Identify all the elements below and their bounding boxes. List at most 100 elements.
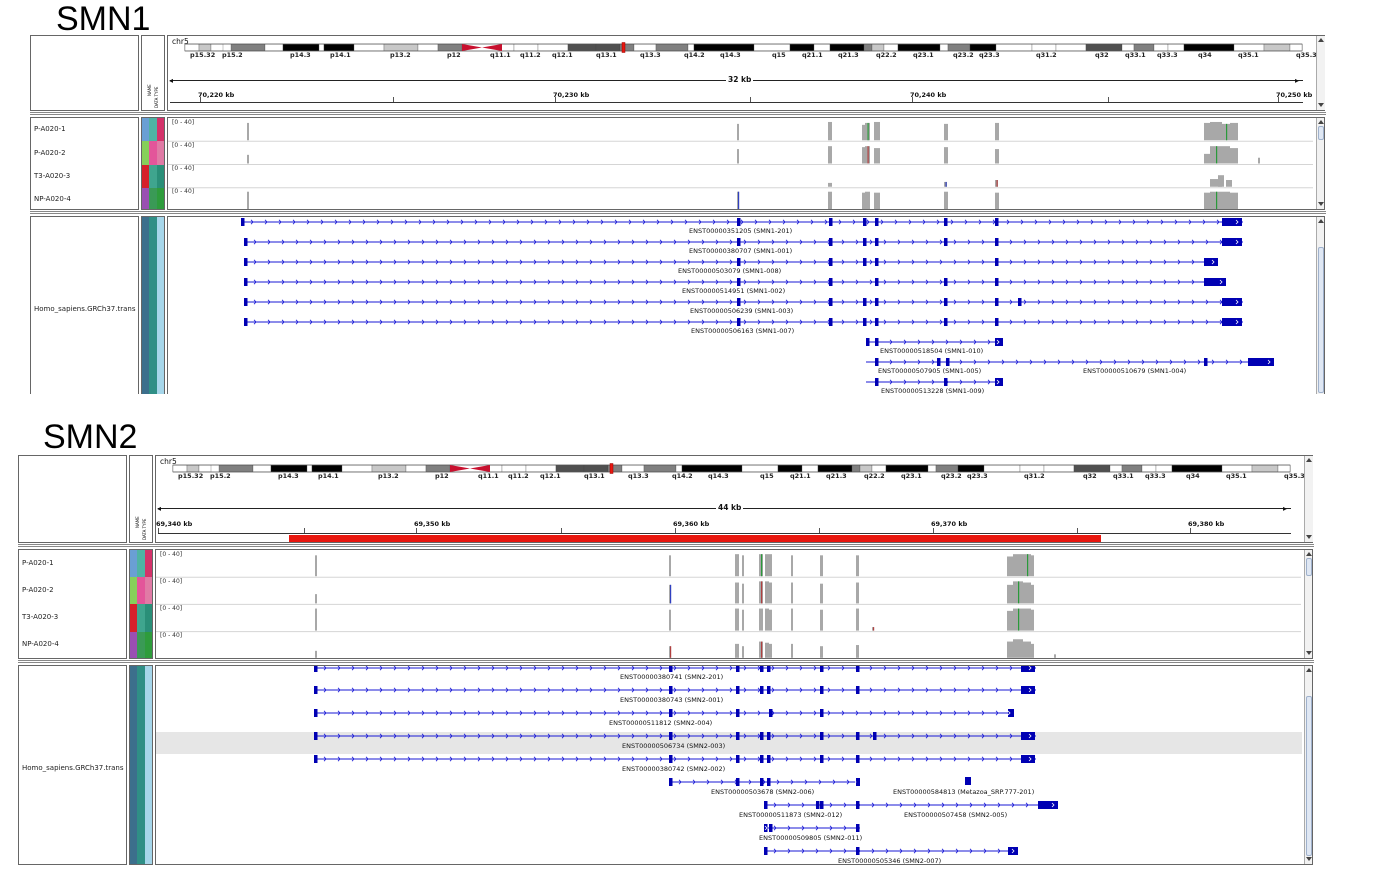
panel-divider[interactable] bbox=[30, 114, 1326, 115]
sample-name[interactable]: P-A020-1 bbox=[34, 125, 66, 133]
transcript-label[interactable]: ENST00000507458 (SMN2-005) bbox=[904, 811, 1008, 819]
attr-header-datatype[interactable]: DATA TYPE bbox=[142, 518, 147, 540]
panel-divider[interactable] bbox=[30, 112, 1326, 113]
attribute-cell[interactable] bbox=[142, 164, 149, 188]
sample-name[interactable]: T3-A020-3 bbox=[34, 172, 71, 180]
transcript-label[interactable]: ENST00000507905 (SMN1-005) bbox=[878, 367, 982, 375]
scroll-thumb[interactable] bbox=[1318, 126, 1324, 140]
annotation-track-name[interactable]: Homo_sapiens.GRCh37.trans bbox=[34, 305, 136, 313]
attribute-cell[interactable] bbox=[130, 604, 137, 632]
transcript-label[interactable]: ENST00000509805 (SMN2-011) bbox=[759, 834, 863, 842]
transcript-label[interactable]: ENST00000505346 (SMN2-007) bbox=[838, 857, 942, 865]
coverage-tracks[interactable] bbox=[156, 550, 1301, 659]
transcript-label[interactable]: ENST00000351205 (SMN1-201) bbox=[689, 227, 793, 235]
feature-scrollbar[interactable] bbox=[1316, 217, 1324, 394]
transcript-label[interactable]: ENST00000506734 (SMN2-003) bbox=[622, 742, 726, 750]
scroll-up-icon[interactable] bbox=[1306, 668, 1312, 672]
attribute-cell[interactable] bbox=[142, 217, 149, 394]
attribute-cell[interactable] bbox=[145, 631, 152, 658]
attribute-cell[interactable] bbox=[130, 550, 137, 578]
attribute-cell[interactable] bbox=[137, 550, 145, 578]
sample-name[interactable]: P-A020-2 bbox=[22, 586, 54, 594]
attr-header-name[interactable]: NAME bbox=[135, 516, 140, 528]
transcript-label[interactable]: ENST00000380707 (SMN1-001) bbox=[689, 247, 793, 255]
feature-track-panel[interactable]: ENST00000380741 (SMN2-201) ENST0000038074… bbox=[155, 665, 1313, 865]
attribute-cell[interactable] bbox=[142, 187, 149, 209]
transcript-label[interactable]: ENST00000584813 (Metazoa_SRP.777-201) bbox=[893, 788, 1035, 796]
scroll-down-icon[interactable] bbox=[1306, 535, 1312, 539]
sample-name[interactable]: P-A020-1 bbox=[22, 559, 54, 567]
attribute-cell[interactable] bbox=[130, 666, 137, 864]
panel-divider[interactable] bbox=[18, 662, 1314, 663]
scroll-up-icon[interactable] bbox=[1318, 38, 1324, 42]
feature-scrollbar[interactable] bbox=[1304, 666, 1312, 864]
attribute-cell[interactable] bbox=[145, 577, 152, 605]
transcript-label[interactable]: ENST00000506239 (SMN1-003) bbox=[690, 307, 794, 315]
transcript-label[interactable]: ENST00000513228 (SMN1-009) bbox=[881, 387, 985, 394]
transcript-label[interactable]: ENST00000380742 (SMN2-002) bbox=[622, 765, 726, 773]
panel-divider[interactable] bbox=[18, 546, 1314, 547]
attribute-cell[interactable] bbox=[145, 550, 152, 578]
transcript-label[interactable]: ENST00000503079 (SMN1-008) bbox=[678, 267, 782, 275]
region-of-interest-bar[interactable] bbox=[289, 535, 1101, 542]
sample-name[interactable]: NP-A020-4 bbox=[34, 195, 71, 203]
panel-divider[interactable] bbox=[30, 211, 1326, 212]
scroll-thumb[interactable] bbox=[1318, 247, 1324, 393]
attr-header-name[interactable]: NAME bbox=[147, 84, 152, 96]
transcript-label[interactable]: ENST00000503678 (SMN2-006) bbox=[711, 788, 815, 796]
attribute-cell[interactable] bbox=[157, 164, 164, 188]
attribute-cell[interactable] bbox=[149, 187, 157, 209]
attribute-cell[interactable] bbox=[130, 631, 137, 658]
attribute-cell[interactable] bbox=[149, 141, 157, 165]
scroll-down-icon[interactable] bbox=[1318, 103, 1324, 107]
attribute-cell[interactable] bbox=[149, 118, 157, 142]
transcript-label[interactable]: ENST00000518504 (SMN1-010) bbox=[880, 347, 984, 355]
attribute-cell[interactable] bbox=[142, 118, 149, 142]
attribute-cell[interactable] bbox=[137, 604, 145, 632]
attribute-cell[interactable] bbox=[157, 141, 164, 165]
attr-header-datatype[interactable]: DATA TYPE bbox=[154, 86, 159, 108]
chromosome-ideogram[interactable] bbox=[158, 463, 1293, 477]
scroll-thumb[interactable] bbox=[1306, 558, 1312, 576]
coverage-data-panel[interactable]: [0 - 40] [0 - 40] [0 - 40] [0 - 40] bbox=[167, 117, 1325, 210]
header-scrollbar[interactable] bbox=[1316, 36, 1325, 110]
attribute-cell[interactable] bbox=[137, 577, 145, 605]
scroll-up-icon[interactable] bbox=[1306, 458, 1312, 462]
panel-divider[interactable] bbox=[18, 544, 1314, 545]
scroll-up-icon[interactable] bbox=[1318, 120, 1324, 124]
transcript-models[interactable] bbox=[156, 666, 1301, 865]
transcript-label[interactable]: ENST00000514951 (SMN1-002) bbox=[682, 287, 786, 295]
attribute-cell[interactable] bbox=[157, 217, 164, 394]
attribute-cell[interactable] bbox=[145, 666, 152, 864]
attribute-cell[interactable] bbox=[130, 577, 137, 605]
scroll-down-icon[interactable] bbox=[1306, 857, 1312, 861]
annotation-track-name[interactable]: Homo_sapiens.GRCh37.trans bbox=[22, 764, 124, 772]
sample-name[interactable]: NP-A020-4 bbox=[22, 640, 59, 648]
panel-divider[interactable] bbox=[18, 660, 1314, 661]
scroll-down-icon[interactable] bbox=[1306, 651, 1312, 655]
scroll-thumb[interactable] bbox=[1306, 696, 1312, 856]
attribute-cell[interactable] bbox=[137, 666, 145, 864]
scroll-up-icon[interactable] bbox=[1318, 219, 1324, 223]
transcript-label[interactable]: ENST00000380743 (SMN2-001) bbox=[620, 696, 724, 704]
attribute-cell[interactable] bbox=[142, 141, 149, 165]
coverage-data-panel[interactable]: [0 - 40] [0 - 40] [0 - 40] [0 - 40] bbox=[155, 549, 1313, 659]
transcript-models[interactable] bbox=[168, 217, 1313, 394]
attribute-cell[interactable] bbox=[157, 187, 164, 209]
coverage-tracks[interactable] bbox=[168, 118, 1313, 210]
attribute-cell[interactable] bbox=[137, 631, 145, 658]
header-scrollbar[interactable] bbox=[1304, 456, 1313, 542]
transcript-label[interactable]: ENST00000511812 (SMN2-004) bbox=[609, 719, 713, 727]
feature-track-panel[interactable]: ENST00000351205 (SMN1-201) ENST0000038070… bbox=[167, 216, 1325, 394]
transcript-label[interactable]: ENST00000510679 (SMN1-004) bbox=[1083, 367, 1187, 375]
transcript-label[interactable]: ENST00000511873 (SMN2-012) bbox=[739, 811, 843, 819]
sample-name[interactable]: P-A020-2 bbox=[34, 149, 66, 157]
sample-name[interactable]: T3-A020-3 bbox=[22, 613, 59, 621]
attribute-cell[interactable] bbox=[149, 217, 157, 394]
chromosome-ideogram[interactable] bbox=[170, 42, 1305, 56]
attribute-cell[interactable] bbox=[157, 118, 164, 142]
scroll-down-icon[interactable] bbox=[1318, 202, 1324, 206]
data-scrollbar[interactable] bbox=[1304, 550, 1312, 658]
data-scrollbar[interactable] bbox=[1316, 118, 1324, 209]
scroll-up-icon[interactable] bbox=[1306, 552, 1312, 556]
